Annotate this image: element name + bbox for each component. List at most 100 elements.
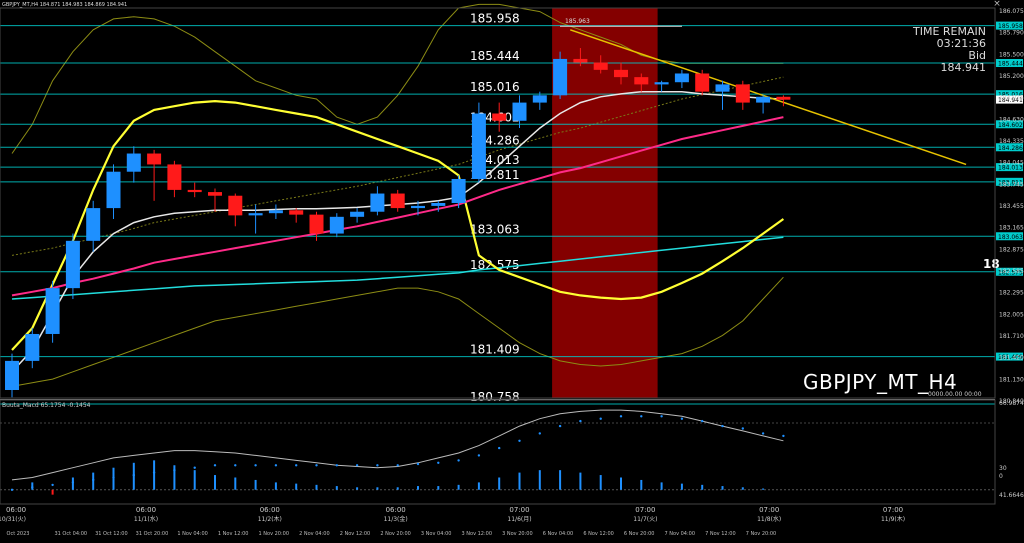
macd-signal-dot xyxy=(355,464,359,467)
subwindow-time-overlay: 0000.00.00 00:00 xyxy=(928,391,982,398)
time-label: 06:00 xyxy=(386,506,406,514)
candle-body xyxy=(25,333,40,361)
candle-body xyxy=(106,171,121,209)
macd-scale-tick: 0 xyxy=(999,473,1003,480)
time-remain-panel: TIME REMAIN 03:21:36 Bid 184.941 xyxy=(913,26,986,74)
level-label: 181.409 xyxy=(470,343,520,357)
price-axis-tick: 181.710 xyxy=(999,333,1024,340)
price-axis-tick: 183.745 xyxy=(999,181,1024,188)
level-tag-bg xyxy=(996,352,1023,361)
ma-yellow-line xyxy=(11,99,785,351)
macd-signal-dot xyxy=(782,434,785,438)
price-axis-tick: 182.005 xyxy=(999,311,1024,318)
main-plot-frame xyxy=(0,7,996,399)
macd-signal-dot xyxy=(660,415,663,418)
macd-signal-dot xyxy=(92,478,95,482)
price-axis-tick: 184.630 xyxy=(999,116,1024,123)
macd-signal-dot xyxy=(457,459,460,462)
macd-signal-dot xyxy=(213,464,217,467)
level-tag: 184.602 xyxy=(998,122,1023,129)
candle-body xyxy=(756,96,771,103)
day-label: 11/1(水) xyxy=(134,515,158,523)
current-price-tag-bg xyxy=(996,95,1023,104)
candle-body xyxy=(614,69,628,78)
level-label: 185.016 xyxy=(470,80,520,94)
price-axis-tick: 183.165 xyxy=(999,225,1024,232)
price-axis-tick: 183.455 xyxy=(999,203,1024,210)
date-label: 31 Oct 04:00 xyxy=(54,531,87,537)
date-label: Oct 2023 xyxy=(7,531,30,537)
macd-signal-dot xyxy=(274,464,278,467)
macd-signal-dot xyxy=(193,466,196,469)
candle-body xyxy=(390,193,405,209)
candle-body xyxy=(492,113,507,121)
macd-signal-dot xyxy=(132,473,135,477)
date-label: 2 Nov 04:00 xyxy=(299,531,330,537)
level-label: 182.575 xyxy=(470,258,520,272)
macd-frame xyxy=(0,399,996,505)
candle-body xyxy=(228,195,243,216)
current-price-tag: 184.941 xyxy=(998,97,1023,104)
level-label: 180.758 xyxy=(470,390,520,404)
level-tag: 185.016 xyxy=(998,92,1023,99)
level-tag-bg xyxy=(996,267,1023,276)
close-icon[interactable]: × xyxy=(993,0,1001,9)
time-label: 06:00 xyxy=(260,506,280,514)
time-label: 07:00 xyxy=(509,506,529,514)
edge-price-label: 18 xyxy=(983,257,1000,271)
macd-signal-dot xyxy=(721,424,724,428)
macd-signal-dot xyxy=(254,464,257,467)
ma-pink-line xyxy=(11,116,784,297)
band-upper-line xyxy=(11,3,784,154)
date-label: 7 Nov 04:00 xyxy=(665,531,696,537)
time-label: 06:00 xyxy=(136,506,156,514)
level-tag: 183.063 xyxy=(998,234,1023,241)
macd-signal-dot xyxy=(498,446,501,450)
level-tag-bg xyxy=(996,120,1023,129)
time-label: 06:00 xyxy=(6,506,26,514)
bid-value: 184.941 xyxy=(940,61,987,74)
price-axis-tick: 185.790 xyxy=(999,30,1024,37)
ma-cyan-line xyxy=(11,236,784,300)
macd-signal-dot xyxy=(31,486,34,489)
macd-signal-dot xyxy=(295,464,298,467)
candle-body xyxy=(776,96,791,100)
level-tag-bg xyxy=(996,163,1023,172)
candle-body xyxy=(451,178,466,203)
macd-signal-dot xyxy=(761,432,765,435)
level-tag-bg xyxy=(996,90,1023,99)
level-tag: 181.409 xyxy=(998,354,1023,361)
price-axis-tick: 184.045 xyxy=(999,160,1024,167)
macd-signal-dot xyxy=(376,464,379,467)
time-label: 07:00 xyxy=(635,506,655,514)
candle-body xyxy=(329,216,344,234)
time-remain-value: 03:21:36 xyxy=(936,37,986,50)
date-label: 1 Nov 12:00 xyxy=(218,531,249,537)
candle-body xyxy=(268,210,283,214)
level-label: 185.444 xyxy=(470,49,520,63)
candle-body xyxy=(187,189,202,193)
macd-signal-dot xyxy=(51,483,54,487)
candle-body xyxy=(674,73,689,83)
ohlc-values: 184.871 184.983 184.869 184.941 xyxy=(39,2,128,8)
candle-body xyxy=(309,214,324,234)
date-label: 1 Nov 04:00 xyxy=(177,531,208,537)
macd-signal-dot xyxy=(640,415,643,418)
day-label: 11/2(木) xyxy=(258,515,282,523)
candle-body xyxy=(370,193,385,212)
candle-body xyxy=(695,73,710,92)
macd-signal-dot xyxy=(71,481,75,484)
date-label: 7 Nov 12:00 xyxy=(705,531,736,537)
time-remain-label: TIME REMAIN xyxy=(913,25,986,38)
price-axis-tick: 185.500 xyxy=(999,51,1024,58)
candle-body xyxy=(654,82,669,85)
level-tag: 183.811 xyxy=(998,179,1023,186)
macd-scale-tick: 41.6646 xyxy=(999,492,1024,499)
date-label: 31 Oct 20:00 xyxy=(136,531,169,537)
macd-signal-dot xyxy=(396,464,399,467)
candle-body xyxy=(573,58,588,63)
candle-body xyxy=(350,211,365,217)
price-axis-tick: 180.840 xyxy=(999,398,1024,405)
